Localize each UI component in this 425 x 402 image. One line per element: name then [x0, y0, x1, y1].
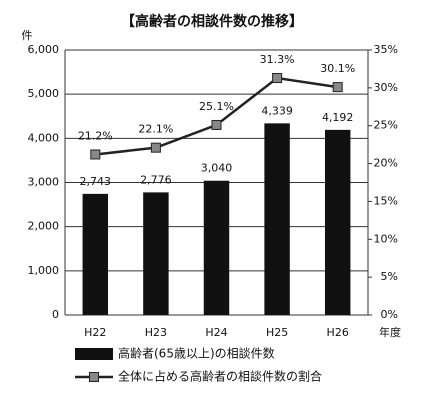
bar-value-label: 4,339 [261, 104, 293, 117]
marker [211, 119, 222, 130]
y2-tick-label: 5% [381, 270, 398, 283]
y2-tick-label: 15% [374, 194, 398, 207]
y-axis-label: 件 [22, 29, 33, 42]
bar-value-label: 4,192 [322, 111, 354, 124]
legend-swatch [75, 348, 113, 360]
marker [332, 82, 343, 93]
line-value-label: 31.3% [260, 53, 295, 66]
bar-value-label: 2,743 [80, 175, 112, 188]
bar [82, 193, 109, 315]
bar [203, 180, 230, 315]
line-value-label: 22.1% [138, 123, 173, 136]
marker [272, 73, 283, 84]
x-tick-label: H23 [145, 326, 167, 339]
x-tick-label: H22 [84, 326, 106, 339]
legend-label: 全体に占める高齢者の相談件数の割合 [118, 369, 322, 384]
bar-value-label: 3,040 [201, 162, 233, 175]
x-tick-label: H24 [205, 326, 227, 339]
y2-tick-label: 25% [374, 119, 398, 132]
y2-tick-label: 30% [374, 81, 398, 94]
y-tick-label: 3,000 [28, 176, 60, 189]
legend-label: 高齢者(65歳以上)の相談件数 [118, 346, 275, 361]
y2-tick-label: 35% [374, 43, 398, 56]
y2-tick-label: 10% [374, 232, 398, 245]
y-tick-label: 0 [52, 308, 59, 321]
x-axis-label: 年度 [379, 325, 401, 339]
marker [150, 142, 161, 153]
x-tick-label: H26 [327, 326, 349, 339]
y-tick-label: 6,000 [28, 43, 60, 56]
y2-tick-label: 0% [381, 308, 398, 321]
line-value-label: 30.1% [320, 62, 355, 75]
y-tick-label: 1,000 [28, 264, 60, 277]
bar-value-label: 2,776 [140, 173, 172, 186]
line-value-label: 25.1% [199, 100, 234, 113]
marker [90, 149, 101, 160]
bar [143, 192, 169, 315]
line [95, 76, 338, 156]
bar [324, 129, 351, 315]
y-tick-label: 2,000 [28, 220, 60, 233]
x-tick-label: H25 [266, 326, 288, 339]
y-tick-label: 5,000 [28, 87, 60, 100]
y2-tick-label: 20% [374, 157, 398, 170]
y-tick-label: 4,000 [28, 131, 60, 144]
line-value-label: 21.2% [78, 129, 113, 142]
chart-title: 【高齢者の相談件数の推移】 [121, 13, 303, 30]
legend-marker [89, 372, 99, 382]
bar [264, 123, 290, 315]
